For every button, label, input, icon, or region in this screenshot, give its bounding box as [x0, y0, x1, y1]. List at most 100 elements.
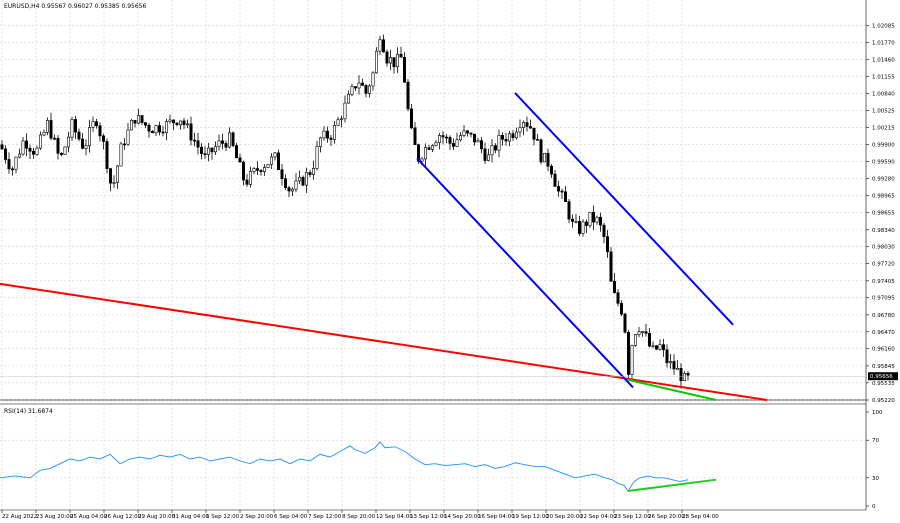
price-tick-label: 1.01460 — [872, 58, 895, 64]
candle-body — [479, 140, 483, 150]
candle-body — [546, 152, 550, 167]
candle-body — [630, 345, 634, 375]
rsi-tick-label: 70 — [872, 438, 879, 444]
candle-body — [493, 145, 497, 151]
candle-body — [17, 153, 21, 158]
trendline — [627, 378, 717, 401]
candle-body — [430, 145, 434, 150]
candle-body — [217, 140, 221, 147]
candle-body — [514, 131, 518, 139]
candle-body — [24, 140, 28, 149]
rsi-tick-label: 0 — [872, 504, 876, 510]
candle-body — [175, 122, 179, 126]
candle-body — [577, 221, 581, 234]
candle-body — [406, 81, 410, 110]
time-tick-label: 20 Sep 20:00 — [546, 514, 583, 520]
candle-body — [336, 119, 340, 126]
candle-body — [423, 147, 427, 160]
candle-body — [409, 108, 413, 129]
candle-body — [448, 137, 452, 144]
candle-body — [353, 86, 357, 89]
candle-body — [67, 136, 71, 148]
candle-body — [11, 168, 15, 171]
candle-body — [511, 133, 515, 139]
time-tick-label: 25 Aug 04:00 — [70, 514, 108, 520]
candle-body — [189, 123, 193, 141]
candle-body — [221, 140, 225, 144]
candle-body — [367, 85, 371, 94]
price-tick-label: 1.01155 — [872, 74, 895, 80]
candle-body — [77, 131, 81, 140]
candle-body — [95, 121, 99, 127]
candle-body — [507, 133, 511, 142]
candle-body — [42, 131, 46, 136]
price-tick-label: 1.00525 — [872, 109, 895, 115]
time-tick-label: 22 Sep 04:00 — [580, 514, 617, 520]
candle-body — [165, 121, 169, 134]
price-tick-label: 0.97720 — [872, 262, 895, 268]
candle-body — [161, 131, 165, 134]
candle-body — [63, 146, 67, 155]
candle-body — [231, 132, 235, 146]
candle-body — [647, 333, 651, 347]
rsi-tick-label: 100 — [872, 410, 883, 416]
candle-body — [595, 216, 599, 223]
time-tick-label: 8 Sep 20:00 — [342, 514, 376, 520]
candle-body — [297, 176, 301, 182]
candle-body — [21, 140, 25, 155]
candle-body — [249, 171, 253, 185]
candle-body — [602, 224, 606, 237]
candle-body — [287, 187, 291, 192]
time-tick-label: 26 Aug 12:00 — [104, 514, 142, 520]
candle-body — [532, 127, 536, 140]
candle-body — [238, 157, 242, 163]
candle-body — [193, 139, 197, 142]
candle-body — [434, 142, 438, 146]
candle-body — [315, 146, 319, 169]
candle-body — [245, 179, 249, 185]
candle-body — [427, 147, 431, 150]
price-tick-label: 0.98655 — [872, 211, 895, 217]
time-tick-label: 14 Sep 20:00 — [444, 514, 481, 520]
candle-body — [140, 115, 144, 123]
candle-body — [374, 50, 378, 74]
candle-body — [304, 172, 308, 186]
time-tick-label: 26 Sep 20:00 — [648, 514, 685, 520]
candle-body — [392, 57, 396, 68]
time-tick-label: 12 Sep 04:00 — [376, 514, 413, 520]
symbol-header: EURUSD,H4 0.95567 0.96027 0.95385 0.9565… — [4, 3, 146, 10]
rsi-line — [0, 441, 689, 492]
candle-body — [70, 119, 74, 138]
candle-body — [179, 120, 183, 126]
candle-body — [686, 373, 690, 376]
candle-body — [528, 126, 532, 129]
candle-body — [654, 345, 658, 350]
candle-body — [105, 141, 109, 169]
candle-body — [168, 119, 172, 122]
candle-body — [126, 129, 130, 145]
candle-body — [301, 176, 305, 186]
candle-body — [56, 138, 60, 154]
candle-body — [609, 251, 613, 282]
candle-body — [123, 143, 127, 146]
time-tick-label: 2 Sep 20:00 — [240, 514, 274, 520]
candle-body — [605, 236, 609, 253]
candle-body — [154, 125, 158, 134]
current-price-label: 0.95656 — [870, 374, 893, 380]
candle-body — [525, 122, 529, 127]
candle-body — [203, 153, 207, 155]
candle-body — [476, 140, 480, 143]
candle-body — [49, 120, 53, 139]
candle-body — [619, 303, 623, 315]
candle-body — [616, 292, 620, 304]
candle-body — [588, 211, 592, 226]
candle-body — [350, 86, 354, 95]
candle-body — [214, 146, 218, 153]
candle-body — [158, 125, 162, 133]
candle-body — [535, 139, 539, 141]
price-tick-label: 0.98030 — [872, 245, 895, 251]
candle-body — [679, 367, 683, 381]
candle-body — [172, 119, 176, 124]
trendline — [416, 157, 634, 389]
